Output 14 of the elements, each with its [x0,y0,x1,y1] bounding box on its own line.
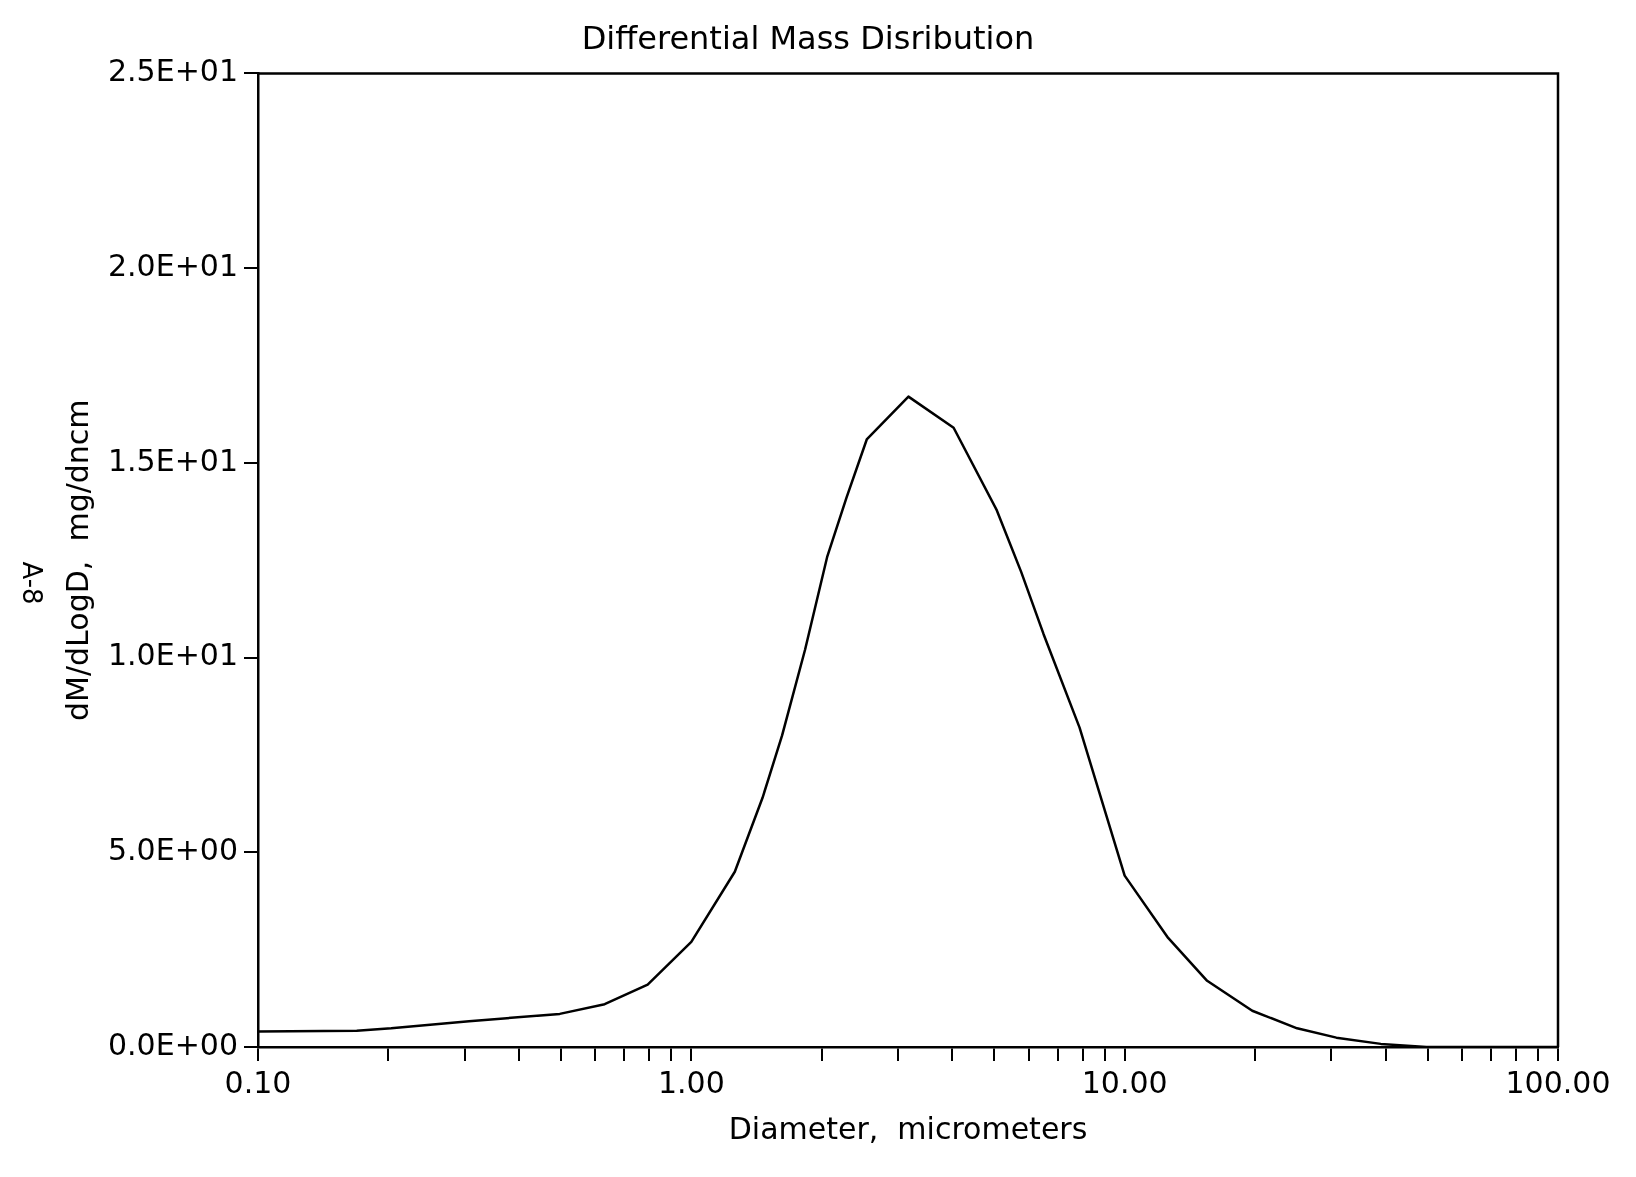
y-tick-label: 2.0E+01 [107,247,238,283]
y-tick-label: 1.0E+01 [107,637,238,673]
x-tick-label: 100.00 [1505,1064,1611,1100]
y-axis-title: dM/dLogD, mg/dncm [59,399,95,721]
y-tick-label: 2.5E+01 [107,53,238,89]
y-tick-label: 0.0E+00 [107,1026,238,1062]
x-tick-label: 1.00 [657,1064,725,1100]
chart-title: Differential Mass Disribution [581,18,1035,57]
x-tick-label: 0.10 [224,1064,292,1100]
y-tick-label: 1.5E+01 [107,442,238,478]
x-tick-label: 10.00 [1081,1064,1168,1100]
text: A-8 [17,561,48,605]
y-tick-label: 5.0E+00 [107,832,238,868]
x-axis-title: Diameter, micrometers [728,1110,1088,1146]
